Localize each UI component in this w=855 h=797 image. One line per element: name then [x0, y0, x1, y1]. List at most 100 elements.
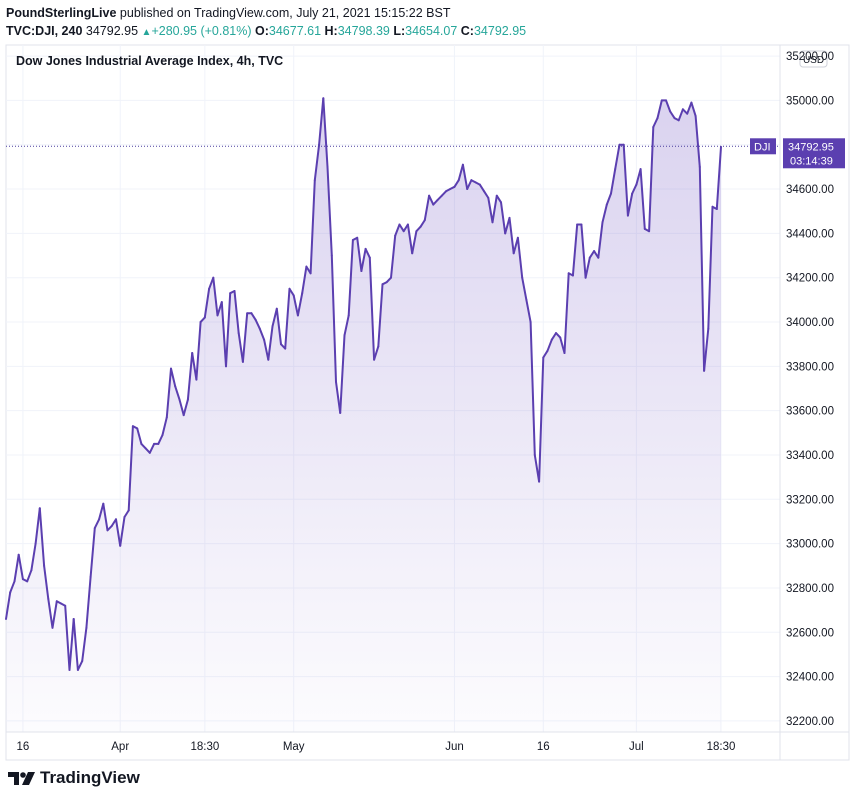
price-segment: [504, 216, 511, 235]
chart-header: PoundSterlingLive published on TradingVi…: [6, 4, 526, 42]
price-segment: [398, 223, 405, 233]
price-segment: [292, 294, 299, 317]
price-segment: [542, 349, 549, 359]
price-segment: [26, 569, 33, 583]
close-value: 34792.95: [473, 24, 527, 38]
price-segment: [68, 618, 75, 671]
price-segment: [343, 314, 350, 337]
price-segment: [267, 325, 274, 361]
price-segment: [390, 234, 397, 279]
price-segment: [631, 183, 638, 195]
price-line[interactable]: [5, 97, 722, 671]
y-tick-label: 33400.00: [786, 450, 834, 462]
price-segment: [34, 507, 41, 545]
x-tick-label: May: [283, 741, 305, 753]
price-segment: [508, 216, 515, 255]
author-name[interactable]: PoundSterlingLive: [6, 6, 117, 20]
price-segment: [622, 143, 629, 217]
price-segment: [186, 352, 194, 401]
y-tick-label: 32400.00: [786, 672, 834, 684]
price-segment: [271, 307, 278, 328]
price-segment: [339, 334, 346, 414]
price-segment: [703, 327, 710, 372]
low-label: L:: [393, 24, 406, 38]
price-segment: [584, 256, 591, 279]
price-segment: [220, 301, 227, 368]
currency-button[interactable]: USD: [799, 50, 828, 68]
price-segment: [478, 183, 486, 193]
price-segment: [51, 600, 58, 629]
price-segment: [72, 618, 79, 671]
price-axis[interactable]: 32200.00 32400.00 32600.00 32800.00 33000.00…: [786, 51, 834, 728]
y-tick-label: 33600.00: [786, 406, 834, 418]
symbol-label: TVC:DJI, 240: [6, 24, 83, 38]
price-segment: [250, 312, 257, 321]
price-segment: [491, 194, 498, 224]
y-tick-label: 32200.00: [786, 716, 834, 728]
price-segment: [652, 117, 659, 128]
price-segment: [580, 223, 587, 279]
price-segment: [690, 101, 697, 117]
y-tick-label: 33200.00: [786, 494, 834, 506]
tag-value-box: [783, 138, 845, 169]
price-segment: [182, 398, 189, 417]
price-segment: [555, 332, 562, 339]
price-segment: [665, 99, 672, 113]
tradingview-logo-icon: [8, 772, 35, 785]
x-tick-label: Apr: [111, 741, 129, 753]
tag-symbol-box: [750, 138, 776, 155]
price-segment: [487, 196, 494, 224]
price-segment: [85, 575, 92, 629]
x-tick-label: Jun: [445, 741, 464, 753]
price-segment: [411, 230, 418, 255]
tradingview-logo[interactable]: TradingView: [8, 768, 140, 788]
price-segment: [550, 332, 557, 341]
price-segment: [686, 101, 693, 115]
price-segment: [423, 194, 431, 222]
price-segment: [106, 524, 113, 532]
price-segment: [296, 292, 304, 317]
price-segment: [309, 179, 316, 275]
price-segment: [373, 345, 380, 361]
price-segment: [13, 553, 20, 583]
price-segment: [322, 97, 329, 168]
last-price: 34792.95: [85, 24, 139, 38]
price-segment: [707, 205, 714, 330]
y-tick-label: 35200.00: [786, 51, 834, 63]
price-segment: [241, 312, 249, 363]
price-segment: [225, 292, 232, 368]
price-segment: [364, 247, 371, 259]
price-segment: [715, 145, 722, 210]
up-arrow-icon: ▲: [141, 27, 152, 38]
price-segment: [571, 223, 579, 277]
price-segment: [119, 516, 126, 547]
price-segment: [76, 660, 84, 671]
price-segment: [466, 179, 473, 190]
price-segment: [698, 165, 706, 372]
price-chart[interactable]: Dow Jones Industrial Average Index, 4h, …: [0, 42, 855, 764]
price-segment: [136, 427, 143, 445]
price-segment: [432, 199, 439, 206]
time-axis[interactable]: 16 Apr 18:30 May Jun 16 Jul 18:30: [17, 741, 736, 753]
publish-line: PoundSterlingLive published on TradingVi…: [6, 4, 526, 22]
price-segment: [368, 256, 376, 361]
price-segment: [233, 290, 240, 335]
price-segment: [415, 225, 422, 233]
chart-frame: [5, 44, 850, 761]
x-tick-label: Jul: [629, 741, 644, 753]
price-segment: [17, 553, 24, 581]
price-segment: [258, 327, 266, 341]
price-segment: [394, 223, 401, 237]
price-segment: [288, 287, 295, 297]
price-segment: [495, 194, 502, 204]
ohlc-line: TVC:DJI, 240 34792.95 ▲+280.95 (+0.81%) …: [6, 22, 526, 42]
price-area-fill: [6, 98, 721, 732]
open-label: O:: [255, 24, 269, 38]
tag-value: 34792.95: [788, 141, 834, 153]
price-segment: [601, 203, 608, 224]
x-tick-label: 16: [537, 741, 550, 753]
publish-info: published on TradingView.com, July 21, 2…: [119, 6, 451, 20]
price-segment: [360, 247, 367, 272]
price-segment: [237, 332, 244, 363]
x-tick-label: 18:30: [190, 741, 219, 753]
